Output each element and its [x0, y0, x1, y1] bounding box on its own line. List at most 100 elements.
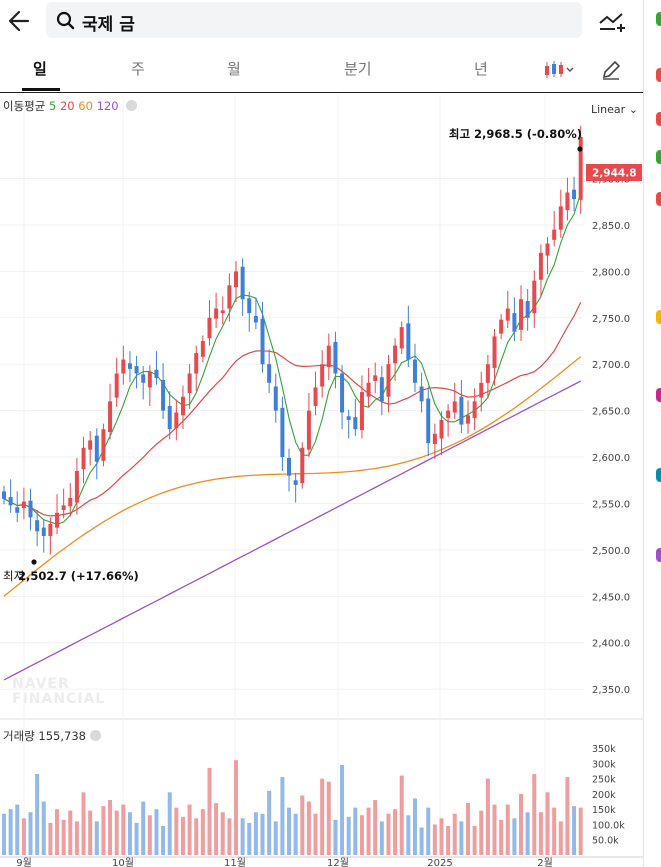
watermark-line2: FINANCIAL — [12, 691, 106, 707]
volume-bar — [419, 827, 424, 855]
volume-bar — [55, 809, 60, 855]
ma20-label: 20 — [59, 99, 75, 113]
volume-tick-label: 350k — [592, 744, 616, 755]
volume-bar — [227, 818, 232, 855]
volume-bar — [68, 810, 73, 855]
strip-marker — [656, 150, 661, 164]
volume-legend-text: 거래량 155,738 — [3, 729, 86, 743]
candlestick-icon — [545, 61, 574, 78]
volume-bar — [187, 804, 192, 855]
tab-year[interactable]: 년 — [474, 60, 488, 78]
candle-body — [253, 315, 258, 323]
volume-bar — [293, 813, 298, 855]
strip-marker — [656, 548, 661, 562]
search-box[interactable]: 국제 금 — [46, 2, 582, 38]
volume-tick-label: 250k — [592, 775, 616, 786]
volume-bar — [525, 812, 530, 855]
volume-bar — [21, 818, 26, 855]
candle-body — [154, 369, 159, 379]
volume-bar — [234, 760, 238, 855]
strip-marker — [656, 468, 661, 482]
price-tick-label: 2,850.0 — [592, 221, 630, 232]
volume-bar — [412, 798, 417, 855]
low-annotation-prefix: 최저 — [3, 569, 24, 583]
volume-bar — [399, 775, 404, 855]
candle-body — [21, 501, 26, 509]
active-tab-indicator — [22, 88, 60, 91]
volume-bar — [253, 812, 258, 855]
volume-tick-label: 50.0k — [592, 836, 619, 847]
draw-tool-button[interactable] — [600, 59, 622, 85]
candle-body — [48, 523, 53, 536]
candle-body — [373, 375, 378, 381]
chart-type-selector[interactable] — [543, 60, 577, 84]
add-chart-button[interactable] — [598, 10, 628, 34]
volume-legend: 거래량 155,738 — [3, 728, 101, 744]
volume-bar — [48, 822, 53, 855]
candle-body — [127, 363, 132, 369]
price-tick-label: 2,450.0 — [592, 592, 630, 603]
candle-body — [108, 401, 113, 432]
gear-icon[interactable] — [126, 100, 138, 111]
candle-body — [240, 266, 245, 300]
volume-bar — [538, 812, 543, 855]
candle-body — [68, 497, 73, 507]
candle-body — [505, 308, 510, 321]
search-query: 국제 금 — [82, 15, 135, 35]
date-tick-label: 11월 — [224, 857, 246, 867]
price-tick-label: 2,550.0 — [592, 499, 630, 510]
volume-bar — [333, 819, 338, 855]
volume-bar — [267, 790, 272, 855]
ma120-label: 120 — [96, 99, 119, 113]
candle-body — [340, 373, 345, 413]
candle-body — [234, 271, 238, 288]
price-tick-label: 2,700.0 — [592, 360, 630, 371]
candle-body — [94, 435, 99, 462]
tab-month[interactable]: 월 — [227, 60, 241, 78]
volume-bar — [565, 777, 570, 855]
date-tick-label: 10월 — [112, 857, 134, 867]
volume-bar — [134, 822, 139, 855]
price-tick-label: 2,800.0 — [592, 267, 630, 278]
volume-bar — [466, 803, 470, 855]
volume-bar — [545, 792, 550, 855]
volume-bar — [280, 777, 285, 855]
ma20-line — [3, 301, 582, 517]
back-button[interactable] — [6, 8, 34, 34]
volume-bar — [94, 821, 99, 855]
naver-watermark: NAVER FINANCIAL — [12, 677, 105, 707]
candle-body — [194, 353, 199, 374]
strip-marker — [656, 388, 661, 402]
volume-bar — [194, 818, 199, 855]
volume-bar — [28, 812, 33, 855]
pencil-icon — [602, 60, 621, 80]
volume-bar — [200, 809, 205, 855]
candle-body — [326, 345, 331, 368]
candle-body — [141, 374, 146, 383]
candle-body — [399, 327, 404, 349]
tab-day[interactable]: 일 — [33, 60, 47, 78]
tab-quarter[interactable]: 분기 — [344, 60, 372, 78]
candle-body — [479, 382, 484, 398]
high-annotation: 최고 2,968.5 (-0.80%) — [449, 127, 582, 141]
candle-body — [359, 392, 364, 431]
candle-body — [552, 229, 557, 240]
candle-body — [161, 380, 166, 411]
volume-bar — [127, 812, 132, 855]
gear-icon[interactable] — [89, 730, 101, 741]
volume-bar — [326, 781, 331, 855]
volume-bar — [161, 825, 166, 855]
candle-body — [439, 419, 444, 439]
chevron-down-icon: ⌄ — [628, 103, 638, 116]
candle-body — [55, 512, 60, 528]
volume-bars — [2, 760, 583, 855]
volume-bar — [485, 778, 490, 855]
candle-body — [320, 364, 325, 387]
strip-marker — [656, 68, 661, 82]
volume-bar — [121, 804, 126, 855]
tab-week[interactable]: 주 — [131, 60, 145, 78]
volume-tick-label: 300k — [592, 759, 616, 770]
scale-mode-selector[interactable]: Linear ⌄ — [591, 103, 638, 116]
back-arrow-icon — [8, 10, 30, 32]
low-annotation: 2,502.7 (+17.66%) — [18, 569, 139, 583]
